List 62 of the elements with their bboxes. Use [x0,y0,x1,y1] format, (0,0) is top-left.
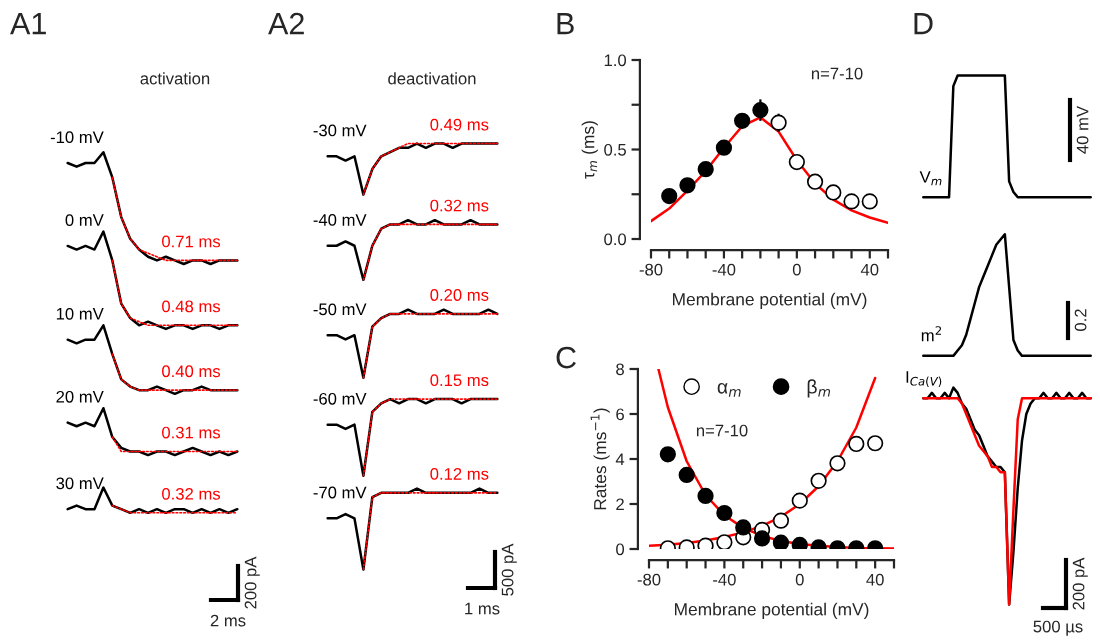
series-label: 0.32 ms [430,199,489,212]
legend-label: β$_{m}$ [807,379,831,398]
series-label: -60 mV [313,392,367,405]
chart-title: D [914,13,933,35]
series-label: 0.32 ms [162,487,221,500]
series-label: 20 mV [56,390,104,403]
y-tick-label: 0.0 [604,233,627,246]
series-label: -40 mV [313,213,367,226]
series-label: 0.31 ms [162,426,221,439]
text: 500 µs [1033,620,1083,636]
chart-title: A1 [10,13,46,35]
chart-title: C [556,346,576,369]
y-tick-label: 4 [615,453,625,466]
y-axis-title: τ$_{m}$ (ms) [581,121,598,179]
x-tick-label: 40 [860,263,879,276]
series-label: 0.49 ms [430,118,489,131]
chart-title: B [557,13,574,35]
x-axis-title: Membrane potential (mV) [673,292,867,309]
annotation: n=7-10 [811,67,863,80]
y-tick-label: 8 [616,363,624,376]
chart-subtitle: deactivation [388,72,476,85]
series-label: 30 mV [56,477,104,490]
series-label: 0.15 ms [430,374,489,387]
chart-title: A2 [268,12,304,35]
x-tick-label: -40 [713,573,736,586]
y-tick-label: 6 [616,408,624,421]
series-label: I$_{Ca(V)}$ [906,371,942,387]
series-label: m$^{2}$ [921,326,942,342]
y-axis-title: Rates (ms$^{−1}$) [590,408,610,510]
x-tick-label: 0 [795,573,804,586]
series-label: 0.20 ms [430,289,489,301]
series-label: -10 mV [50,131,104,144]
series-label: -70 mV [313,486,367,499]
y-tick-label: 0.5 [604,143,626,156]
text: 1 ms [465,602,500,615]
x-tick-label: -80 [637,573,661,586]
y-tick-label: 2 [616,498,624,511]
series-label: 0.40 ms [162,365,221,378]
chart-subtitle: activation [140,72,210,85]
x-tick-label: -80 [639,263,663,276]
series-label: 0 mV [65,214,104,226]
x-tick-label: 0 [792,263,801,276]
y-tick-label: 0 [616,543,625,556]
annotation: 500 pA [501,543,517,596]
text: 2 ms [210,614,246,627]
annotation: 0.2 [1074,309,1087,331]
x-tick-label: 40 [866,573,884,586]
series-label: 0.12 ms [430,467,489,480]
series-label: 10 mV [56,307,104,320]
series-label: -30 mV [313,124,367,137]
y-tick-label: 1.0 [604,54,627,67]
series-label: 0.71 ms [162,235,221,248]
annotation: 40 mV [1076,105,1089,154]
annotation: 200 pA [1072,557,1088,610]
text: 200 pA [244,556,260,609]
series-label: V$_{m}$ [919,171,942,186]
series-label: -50 mV [313,303,367,316]
series-label: 0.48 ms [162,300,221,313]
x-axis-title: Membrane potential (mV) [675,602,869,619]
x-tick-label: -40 [712,263,736,276]
legend-label: α$_{m}$ [717,382,741,397]
annotation: n=7-10 [696,424,748,437]
